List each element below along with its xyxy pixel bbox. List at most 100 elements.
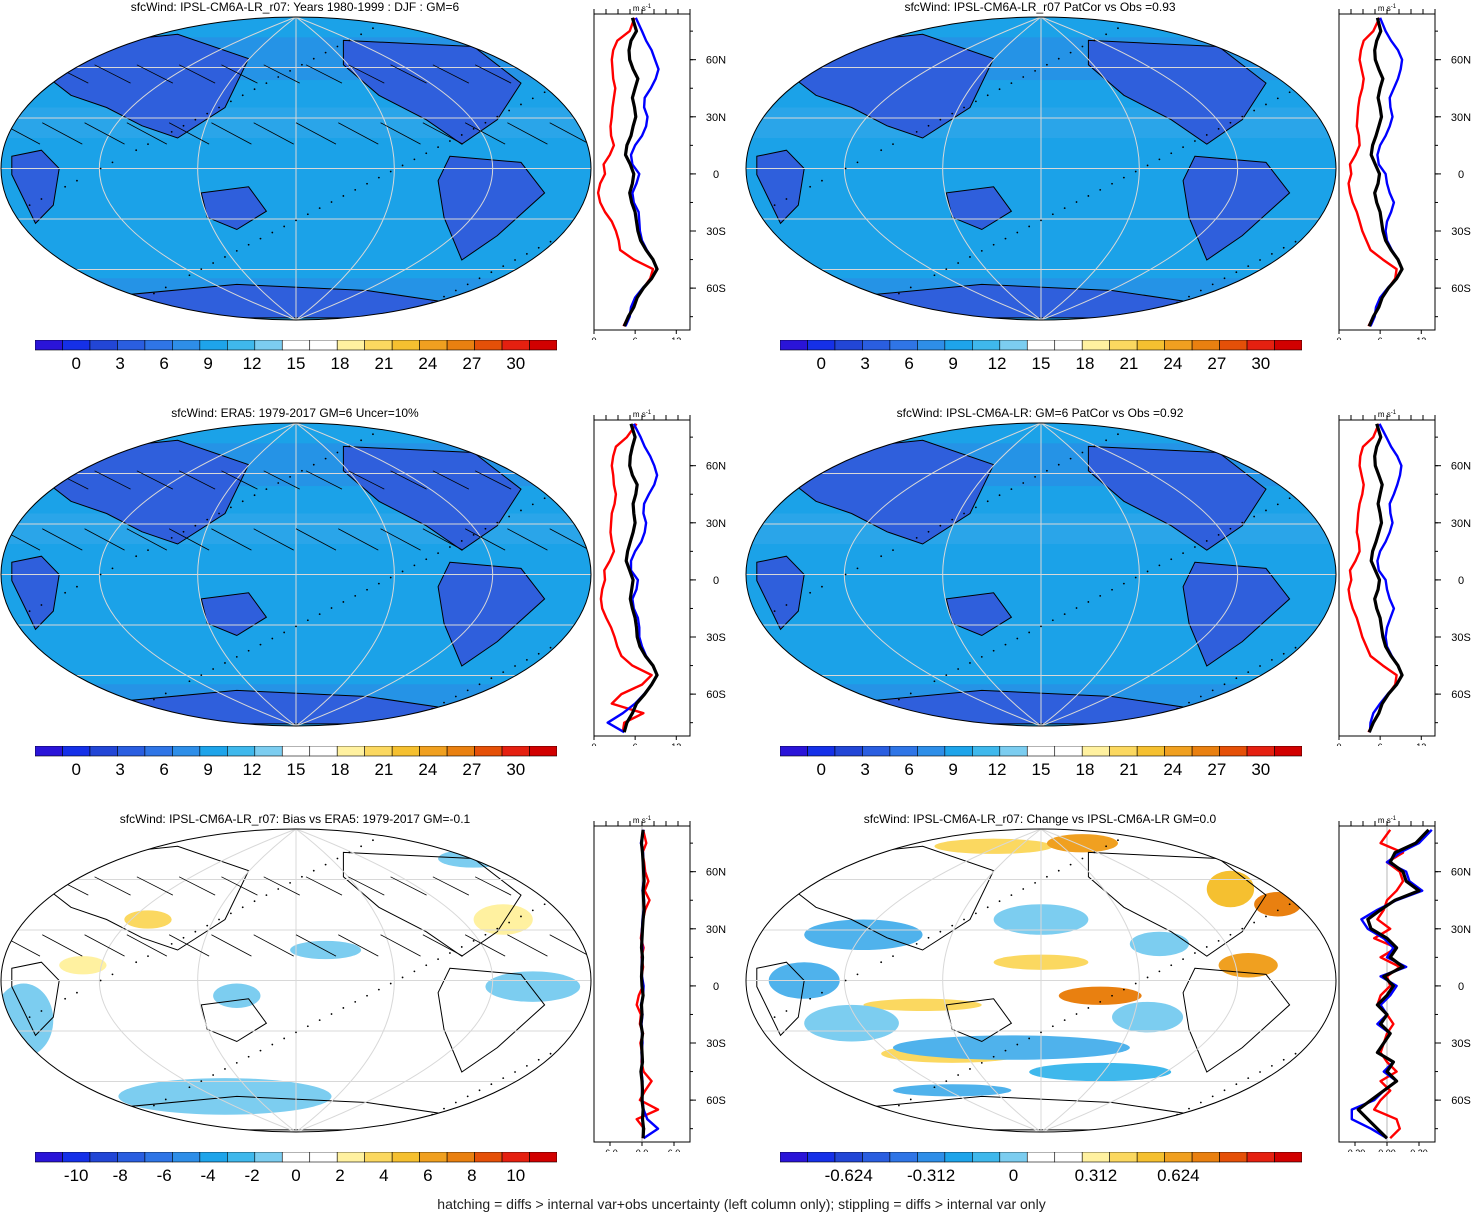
colorbar-swatch [834, 1152, 863, 1163]
colorbar-swatch [889, 746, 918, 757]
colorbar-swatch [62, 340, 91, 351]
colorbar-label: -6 [157, 1166, 172, 1185]
map-border [745, 828, 1337, 1133]
zonal-lat-label: 0 [713, 575, 719, 587]
colorbar-label: 2 [335, 1166, 344, 1185]
zonal-lat-label: 60N [1451, 55, 1471, 67]
colorbar-label: -2 [244, 1166, 259, 1185]
colorbar-swatch [281, 340, 311, 351]
colorbar-swatch [117, 340, 146, 351]
colorbar-swatch [364, 1152, 393, 1163]
colorbar-swatch [474, 1152, 503, 1163]
colorbar-swatch [917, 340, 946, 351]
zonal-x-tick-label: 6 [1378, 742, 1383, 746]
zonal-series-line [1347, 423, 1398, 733]
colorbar-label: 24 [1163, 354, 1182, 373]
colorbar-label: 6 [904, 354, 913, 373]
continent-outline [1182, 967, 1291, 1073]
continent-outline [11, 961, 60, 1037]
colorbar-swatch [1136, 1152, 1165, 1163]
colorbar-swatch [1109, 1152, 1138, 1163]
map-border [745, 422, 1337, 727]
colorbar-swatch [1219, 1152, 1248, 1163]
zonal-plot-frame [593, 13, 691, 331]
colorbar-swatch [336, 340, 365, 351]
zonal-lat-label: 60S [1451, 283, 1471, 295]
panel-title: sfcWind: IPSL-CM6A-LR_r07: Change vs IPS… [863, 812, 1217, 826]
panel-title: sfcWind: IPSL-CM6A-LR: GM=6 PatCor vs Ob… [896, 406, 1184, 420]
colorbar-swatch [419, 746, 448, 757]
zonal-lat-label: 60N [1451, 867, 1471, 879]
zonal-lat-label: 60S [706, 689, 726, 701]
colorbar-swatch [1219, 340, 1248, 351]
colorbar-swatch [281, 746, 311, 757]
map-border [0, 828, 592, 1133]
zonal-unit-label: m s-1 [633, 410, 652, 419]
colorbar-swatch [474, 340, 503, 351]
colorbar-swatch [1026, 1152, 1056, 1163]
colorbar-swatch [529, 746, 557, 757]
colorbar-label: -4 [201, 1166, 216, 1185]
colorbar-swatch [309, 746, 338, 757]
zonal-x-tick-label: 12 [671, 336, 681, 340]
zonal-series-line [599, 423, 653, 733]
colorbar-swatch [172, 1152, 201, 1163]
zonal-mean-plot: m s-1 60N 30N 0 30S 60S 0 6 12 [1336, 4, 1471, 340]
colorbar-swatch [35, 746, 63, 757]
colorbar-label: 30 [1251, 354, 1270, 373]
zonal-unit-label: m s-1 [633, 4, 652, 13]
colorbar-swatch [917, 1152, 946, 1163]
colorbar-swatch [144, 1152, 173, 1163]
colorbar-swatch [501, 340, 530, 351]
zonal-unit-label: m s-1 [633, 816, 652, 825]
zonal-lat-label: 30N [1451, 112, 1471, 124]
colorbar-swatch [117, 746, 146, 757]
figure-footer-caption: hatching = diffs > internal var+obs unce… [437, 1196, 1046, 1212]
continent-outline [437, 967, 546, 1073]
colorbar-swatch [62, 746, 91, 757]
zonal-series-line [639, 829, 646, 1139]
colorbar-label: 6 [904, 760, 913, 779]
colorbar-label: -0.624 [825, 1166, 873, 1185]
colorbar-swatch [254, 340, 283, 351]
colorbar-swatch [35, 1152, 63, 1163]
colorbar-label: 6 [159, 760, 168, 779]
colorbar-label: 27 [1207, 760, 1226, 779]
colorbar-swatch [1081, 1152, 1110, 1163]
colorbar-swatch [944, 746, 973, 757]
zonal-x-tick-label: 0.20 [1410, 1148, 1428, 1152]
zonal-lat-label: 60N [1451, 461, 1471, 473]
continent-outline [342, 851, 522, 957]
colorbar-label: 6 [159, 354, 168, 373]
colorbar-swatch [999, 340, 1028, 351]
colorbar-label: 24 [418, 354, 437, 373]
world-map [0, 422, 592, 727]
continent-outline [46, 845, 250, 951]
map-border [0, 16, 592, 321]
zonal-x-tick-label: 6 [633, 742, 638, 746]
colorbar-swatch [1081, 746, 1110, 757]
colorbar-swatch [944, 1152, 973, 1163]
colorbar-swatch [474, 746, 503, 757]
colorbar-swatch [834, 746, 863, 757]
zonal-series-line [1356, 828, 1430, 1140]
colorbar-swatch [529, 1152, 557, 1163]
colorbar-swatch [446, 340, 475, 351]
zonal-lat-label: 30S [1451, 632, 1471, 644]
colorbar-swatch [391, 1152, 420, 1163]
colorbar: 0 3 6 9 12 15 18 21 24 27 30 [780, 746, 1302, 779]
zonal-x-tick-label: 12 [1416, 336, 1426, 340]
colorbar-label: 12 [243, 760, 262, 779]
colorbar: 0 3 6 9 12 15 18 21 24 27 30 [35, 340, 557, 373]
colorbar-swatch [1109, 340, 1138, 351]
colorbar-swatch [834, 340, 863, 351]
colorbar-label: 27 [462, 354, 481, 373]
colorbar-swatch [1026, 340, 1056, 351]
colorbar-label: 21 [1119, 760, 1138, 779]
colorbar-swatch [501, 746, 530, 757]
colorbar-swatch [862, 1152, 891, 1163]
colorbar-swatch [529, 340, 557, 351]
colorbar-swatch [862, 746, 891, 757]
colorbar-swatch [1054, 340, 1083, 351]
colorbar-label: 12 [988, 760, 1007, 779]
